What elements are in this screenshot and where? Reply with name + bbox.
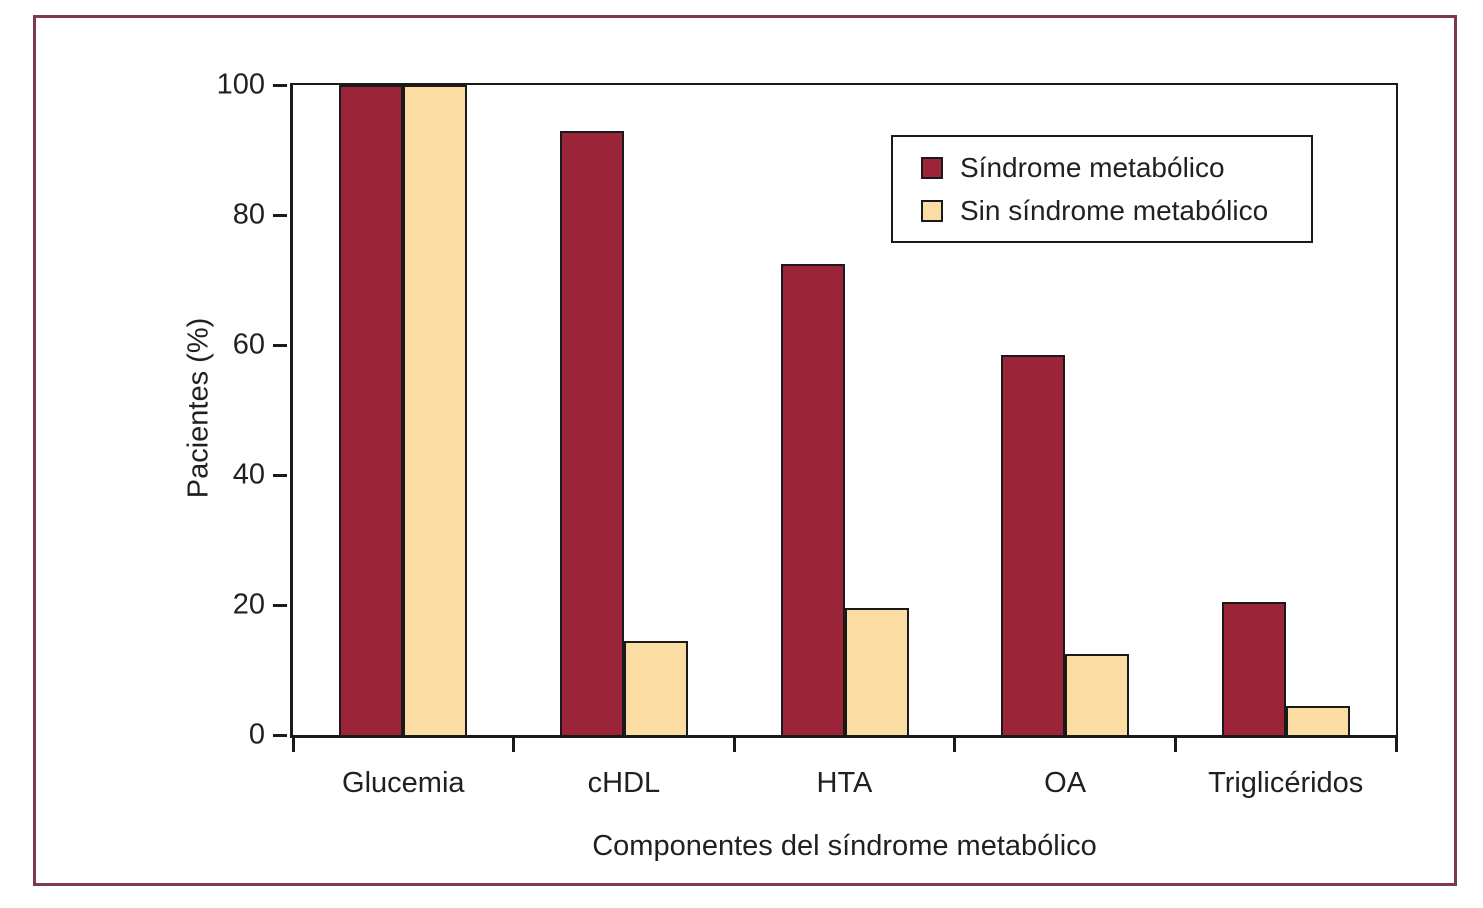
y-axis-tick [273,603,287,607]
bar-sindrome [1221,601,1286,735]
bar-sindrome [339,85,404,735]
bar-sindrome [780,263,845,735]
bar-sindrome [1001,354,1066,735]
x-axis-tick [291,738,295,752]
x-category-label: Triglicéridos [1208,767,1364,799]
bar-sin-sindrome [403,85,468,735]
x-category-label: cHDL [587,767,661,799]
x-axis-tick [1173,738,1177,752]
x-category-label: OA [1044,767,1087,799]
bar-sin-sindrome [844,608,909,735]
bar-sin-sindrome [1065,653,1130,735]
y-axis-tick [273,343,287,347]
bar-sin-sindrome [1285,705,1350,735]
y-axis-tick [273,473,287,477]
legend-item-sin-sindrome: Sin síndrome metabólico [921,194,1311,226]
x-category-label: Glucemia [342,767,465,799]
y-axis-title: Pacientes (%) [182,317,215,499]
bar-sin-sindrome [623,640,688,735]
x-category-label: HTA [816,767,873,799]
legend-item-sindrome: Síndrome metabólico [921,151,1311,183]
x-axis-tick [512,738,516,752]
y-axis-tick-label: 40 [232,458,265,491]
y-axis-tick-label: 100 [216,68,265,101]
legend-swatch-sin-sindrome-icon [921,199,943,222]
y-axis-tick-label: 20 [232,588,265,621]
x-axis-tick [732,738,736,752]
y-axis-tick [273,83,287,87]
y-axis-tick [273,213,287,217]
x-axis-title: Componentes del síndrome metabólico [592,830,1097,862]
legend-swatch-sindrome-icon [921,156,943,179]
legend-label-sindrome: Síndrome metabólico [960,151,1225,183]
y-axis-tick-label: 0 [248,718,265,751]
y-axis-tick [273,733,287,737]
legend-label-sin-sindrome: Sin síndrome metabólico [960,194,1269,226]
x-axis-tick [1394,738,1398,752]
figure-frame: 0 20 40 60 80 100 Glucemia cHDL HTA OA Triglicérid… [33,15,1457,886]
legend-box: Síndrome metabólico Sin síndrome metaból… [891,135,1313,243]
y-axis-tick-label: 80 [232,198,265,231]
x-axis-tick [953,738,957,752]
y-axis-tick-label: 60 [232,328,265,361]
bar-sindrome [559,130,624,735]
